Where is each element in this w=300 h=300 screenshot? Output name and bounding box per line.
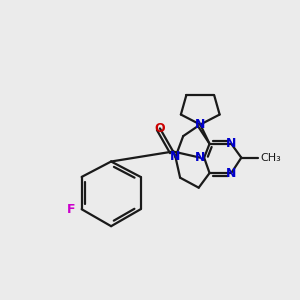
Text: O: O: [154, 122, 165, 135]
Text: N: N: [195, 118, 206, 131]
Text: N: N: [195, 151, 206, 164]
Text: CH₃: CH₃: [260, 153, 281, 163]
Text: N: N: [170, 150, 181, 164]
Text: F: F: [67, 203, 75, 216]
Text: N: N: [226, 167, 236, 180]
Text: N: N: [226, 137, 236, 150]
